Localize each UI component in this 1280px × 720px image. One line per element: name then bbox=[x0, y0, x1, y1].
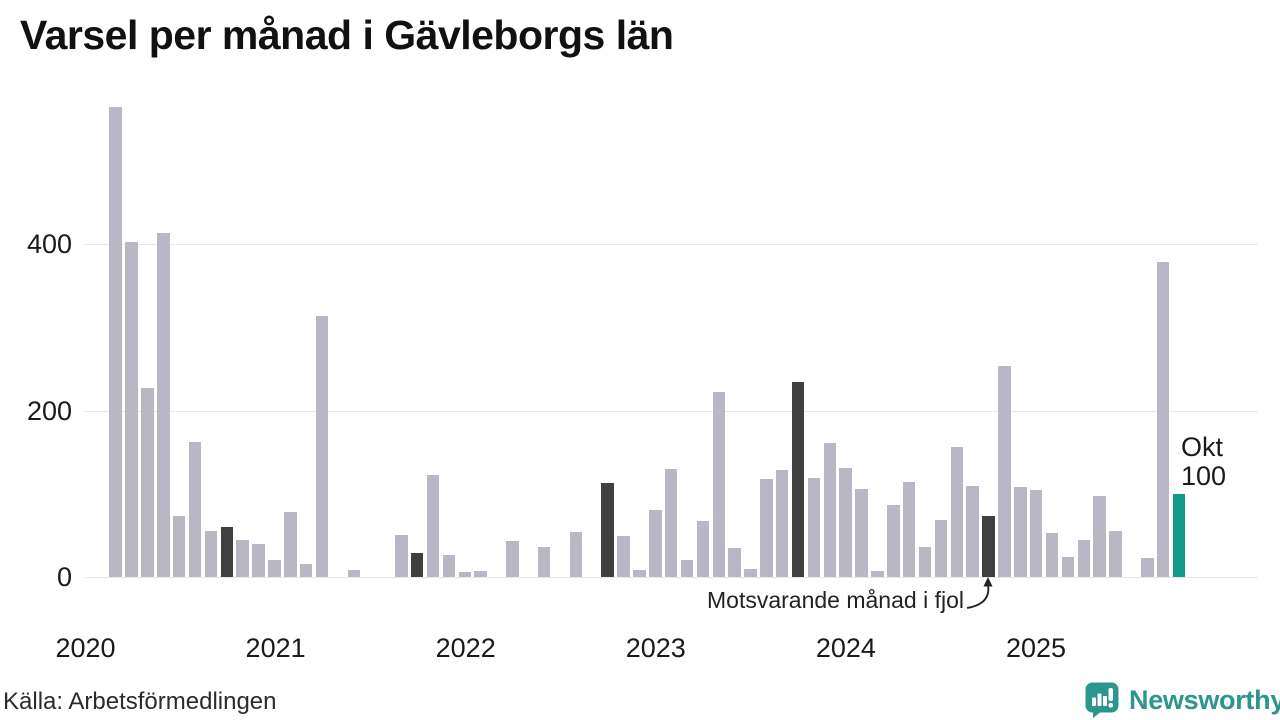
bar-2025-10 bbox=[1172, 493, 1186, 577]
bar-2023-09 bbox=[775, 470, 789, 577]
bar-2024-01 bbox=[839, 467, 852, 577]
x-year-label-2025: 2025 bbox=[1005, 633, 1067, 663]
bar-2023-12 bbox=[823, 442, 837, 577]
bar-2020-04 bbox=[125, 242, 138, 577]
bar-2020-07 bbox=[172, 516, 186, 577]
current-month-value: 100 bbox=[1181, 461, 1227, 491]
bar-2023-03 bbox=[680, 560, 694, 577]
bar-2020-03 bbox=[109, 106, 122, 577]
bar-2021-06 bbox=[347, 570, 360, 577]
bar-2020-12 bbox=[252, 543, 265, 577]
bar-2021-11 bbox=[426, 474, 440, 577]
x-year-label-2020: 2020 bbox=[55, 633, 116, 663]
bar-2025-02 bbox=[1045, 532, 1059, 577]
bar-2024-11 bbox=[998, 365, 1011, 577]
bar-2023-01 bbox=[649, 509, 662, 577]
bar-2021-01 bbox=[268, 560, 281, 577]
bar-2023-08 bbox=[760, 478, 773, 577]
x-year-label-2023: 2023 bbox=[625, 633, 686, 663]
bar-2024-12 bbox=[1014, 487, 1027, 577]
bar-2023-02 bbox=[664, 468, 678, 577]
bar-2024-04 bbox=[887, 504, 900, 577]
bar-2021-10 bbox=[410, 552, 424, 577]
y-tick-label-400: 400 bbox=[26, 229, 72, 259]
bar-2022-02 bbox=[474, 571, 487, 577]
bar-2021-12 bbox=[442, 554, 456, 577]
bar-2025-04 bbox=[1077, 539, 1091, 577]
bar-2025-06 bbox=[1109, 531, 1122, 577]
bar-2020-09 bbox=[204, 531, 218, 577]
bar-2020-11 bbox=[236, 539, 249, 577]
y-tick-label-0: 0 bbox=[56, 562, 72, 592]
bar-2025-08 bbox=[1141, 557, 1154, 577]
bar-2025-05 bbox=[1093, 496, 1106, 577]
bar-2025-09 bbox=[1156, 262, 1170, 577]
bar-2023-10 bbox=[791, 382, 805, 577]
bar-2021-03 bbox=[299, 563, 313, 577]
bar-2025-01 bbox=[1029, 489, 1043, 577]
bar-2020-08 bbox=[188, 442, 202, 577]
bar-2022-12 bbox=[633, 570, 646, 577]
bar-2022-01 bbox=[458, 572, 472, 577]
bar-2021-02 bbox=[284, 512, 297, 577]
bar-2024-06 bbox=[918, 547, 932, 577]
x-year-label-2022: 2022 bbox=[435, 633, 496, 663]
bar-2024-03 bbox=[871, 571, 884, 577]
page-title: Varsel per månad i Gävleborgs län bbox=[20, 12, 674, 58]
y-tick-label-200: 200 bbox=[26, 395, 72, 426]
x-year-label-2024: 2024 bbox=[815, 633, 876, 663]
bar-2023-04 bbox=[696, 521, 710, 577]
source-caption: Källa: Arbetsförmedlingen bbox=[3, 688, 277, 715]
bar-2021-09 bbox=[395, 534, 408, 577]
bar-2022-08 bbox=[569, 532, 583, 577]
newsworthy-logo-icon bbox=[1085, 682, 1119, 718]
newsworthy-logo: Newsworthy bbox=[1084, 681, 1280, 719]
bar-2024-08 bbox=[950, 447, 964, 577]
bar-2024-09 bbox=[966, 486, 979, 577]
gridline-0 bbox=[85, 577, 1258, 578]
bar-2023-07 bbox=[744, 568, 757, 577]
bar-2022-10 bbox=[601, 482, 614, 577]
gridline-400 bbox=[85, 244, 1258, 245]
gridline-200 bbox=[85, 410, 1258, 412]
x-year-label-2021: 2021 bbox=[245, 633, 306, 663]
bar-2023-06 bbox=[728, 547, 741, 577]
bar-2024-07 bbox=[934, 520, 948, 577]
bar-2024-05 bbox=[902, 482, 916, 577]
bar-2025-03 bbox=[1061, 557, 1075, 577]
bar-2024-02 bbox=[855, 488, 868, 577]
bar-2021-04 bbox=[315, 316, 329, 577]
current-month-name: Okt bbox=[1181, 432, 1224, 462]
bar-2023-05 bbox=[712, 392, 725, 577]
bar-2022-06 bbox=[537, 547, 551, 577]
bar-2024-10 bbox=[982, 516, 995, 577]
bar-2020-06 bbox=[157, 233, 170, 577]
annotation-arrow-icon bbox=[966, 577, 993, 609]
bar-2022-04 bbox=[506, 541, 519, 577]
annotation-last-year-label: Motsvarande månad i fjol bbox=[707, 587, 964, 613]
bar-2020-05 bbox=[141, 388, 154, 577]
current-month-label: Okt 100 bbox=[1181, 433, 1226, 491]
bar-2022-11 bbox=[617, 536, 630, 577]
bar-2020-10 bbox=[220, 527, 234, 577]
bar-2023-11 bbox=[807, 477, 821, 577]
newsworthy-logo-text: Newsworthy bbox=[1129, 684, 1280, 715]
